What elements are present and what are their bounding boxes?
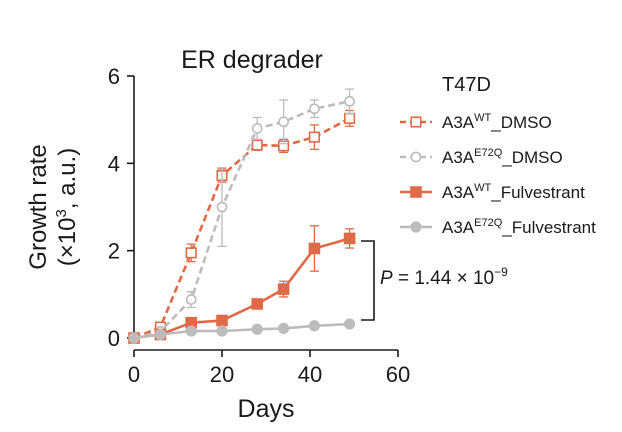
x-axis: 0 20 40 60 bbox=[128, 349, 410, 387]
data-point bbox=[308, 103, 320, 115]
y-axis-label-line2: (×103, a.u.) bbox=[53, 148, 81, 266]
legend-label: A3AE72Q_DMSO bbox=[442, 147, 563, 167]
data-point bbox=[277, 283, 290, 295]
y-tick-label: 2 bbox=[108, 239, 120, 264]
p-value: P = 1.44 × 10−9 bbox=[380, 265, 508, 289]
series-a3a-wt-dmso bbox=[128, 109, 356, 344]
data-point bbox=[308, 242, 321, 255]
data-point bbox=[308, 131, 320, 143]
significance-annotation: P = 1.44 × 10−9 bbox=[361, 240, 508, 321]
data-point bbox=[185, 325, 197, 337]
data-point bbox=[344, 112, 356, 124]
p-value-text: = 1.44 × 10 bbox=[393, 268, 494, 289]
y-axis-label: Growth rate (×103, a.u.) bbox=[25, 144, 81, 269]
p-value-prefix: P bbox=[380, 268, 393, 289]
data-point bbox=[251, 298, 263, 310]
x-tick-label: 20 bbox=[210, 362, 234, 387]
data-point bbox=[128, 332, 140, 344]
legend-marker bbox=[410, 116, 422, 128]
data-point bbox=[216, 201, 228, 213]
chart-title: ER degrader bbox=[181, 46, 323, 74]
y-tick-label: 4 bbox=[108, 151, 120, 176]
x-axis-label: Days bbox=[238, 395, 295, 423]
legend-item-a3a-e72q-dmso: A3AE72Q_DMSO bbox=[400, 147, 563, 167]
x-tick-label: 60 bbox=[386, 362, 410, 387]
y-tick-label: 0 bbox=[108, 326, 120, 351]
data-point bbox=[251, 139, 263, 151]
legend-label: A3AWT_Fulvestrant bbox=[442, 182, 585, 202]
y-axis: 0 2 4 6 bbox=[108, 64, 135, 351]
significance-bracket bbox=[361, 240, 375, 321]
series-a3a-e72q-dmso bbox=[128, 88, 355, 344]
data-point bbox=[185, 247, 197, 259]
y-axis-label-line1: Growth rate bbox=[25, 144, 52, 269]
legend-title: T47D bbox=[442, 74, 491, 96]
data-point bbox=[344, 318, 356, 330]
legend-item-a3a-e72q-fulvestrant: A3AE72Q_Fulvestrant bbox=[400, 217, 596, 237]
series-a3a-e72q-fulvestrant bbox=[128, 318, 356, 344]
data-point bbox=[344, 95, 355, 107]
legend-item-a3a-wt-fulvestrant: A3AWT_Fulvestrant bbox=[400, 182, 585, 202]
x-tick-label: 0 bbox=[128, 362, 140, 387]
data-point bbox=[216, 325, 228, 337]
series-line bbox=[133, 100, 350, 340]
data-point bbox=[216, 314, 228, 327]
data-point bbox=[308, 320, 321, 332]
data-point bbox=[251, 122, 263, 134]
data-point bbox=[185, 294, 197, 305]
legend-marker bbox=[410, 221, 422, 233]
p-value-exponent: −9 bbox=[494, 265, 508, 279]
legend-item-a3a-wt-dmso: A3AWT_DMSO bbox=[400, 112, 552, 132]
data-point bbox=[343, 232, 356, 245]
series-line bbox=[133, 117, 351, 340]
x-tick-label: 40 bbox=[298, 362, 322, 387]
data-point bbox=[251, 323, 263, 335]
series-layer bbox=[128, 88, 356, 344]
y-tick-label: 6 bbox=[108, 64, 120, 89]
y-axis-label-post: , a.u.) bbox=[54, 148, 81, 209]
legend-label: A3AE72Q_Fulvestrant bbox=[442, 217, 596, 237]
data-point bbox=[154, 328, 166, 341]
data-point bbox=[278, 322, 290, 334]
legend-marker bbox=[410, 186, 422, 198]
legend: T47D A3AWT_DMSO A3AE72Q_DMSO A3AWT_Fulvest… bbox=[400, 74, 596, 237]
y-axis-label-pre: (×10 bbox=[54, 218, 81, 267]
legend-label: A3AWT_DMSO bbox=[442, 112, 552, 132]
data-point bbox=[278, 116, 289, 128]
legend-marker bbox=[410, 151, 422, 163]
y-axis-label-sup: 3 bbox=[53, 209, 70, 217]
